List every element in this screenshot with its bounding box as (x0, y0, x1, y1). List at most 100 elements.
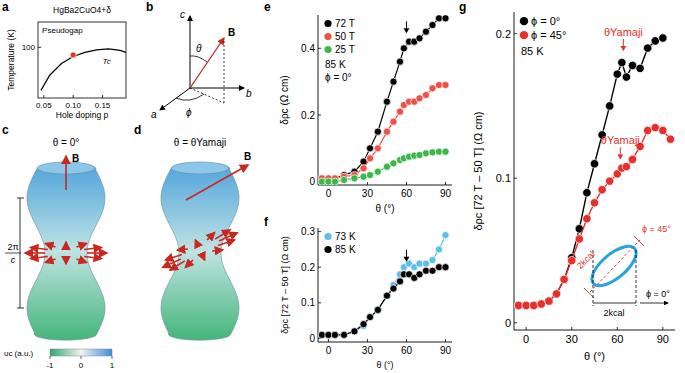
x-tick-label: 30 (566, 333, 578, 345)
data-point (435, 264, 442, 271)
data-point (422, 267, 429, 274)
data-point (429, 149, 436, 156)
velocity-arrow (77, 243, 87, 246)
velocity-arrow (65, 260, 67, 264)
data-point (340, 331, 347, 338)
y-tick-label: 0.2 (301, 262, 315, 273)
data-point (651, 123, 659, 131)
y-tick (318, 115, 321, 116)
legend-entry: 85 K (335, 244, 356, 255)
series-line (322, 85, 446, 178)
figure: abcdefg0.050.100.15100Hole doping pTempe… (0, 0, 685, 373)
y-tick-label: 0 (309, 333, 315, 344)
data-point (613, 70, 621, 78)
y-tick (514, 322, 517, 323)
data-point (552, 290, 560, 298)
velocity-arrow (87, 252, 107, 254)
data-point (583, 188, 591, 196)
x-axis-label: θ (°) (584, 350, 605, 362)
y-tick (318, 267, 321, 268)
data-point (416, 151, 423, 158)
data-point (383, 128, 390, 135)
data-point (622, 162, 630, 170)
data-point (351, 328, 358, 335)
label: b (246, 88, 252, 99)
chart: 030609000.20.4θ (°)δρc (Ω cm)72 T50 T25 … (279, 15, 452, 214)
y-tick (318, 48, 321, 49)
data-point (374, 306, 381, 313)
data-point (416, 35, 423, 42)
data-point (360, 173, 367, 180)
x-tick-label: 30 (362, 188, 374, 199)
velocity-arrow (30, 248, 47, 250)
velocity-arrow (30, 257, 47, 259)
colorbar (50, 349, 112, 356)
y-tick-label: 0.3 (301, 226, 315, 237)
data-point (530, 301, 538, 309)
velocity-arrow (212, 250, 223, 251)
data-point (429, 256, 436, 263)
y-tick (514, 178, 517, 179)
data-point (429, 267, 436, 274)
y-axis (514, 12, 515, 330)
data-point (366, 155, 373, 162)
panel-label: a (2, 0, 9, 14)
label: 2kcal (603, 308, 624, 318)
period-bracket (17, 198, 24, 199)
x-tick (102, 95, 103, 98)
data-point (325, 178, 332, 185)
colorbar-tick (81, 356, 82, 359)
chart: 0.050.100.15100Hole doping pTemperature … (6, 5, 126, 120)
x-tick (406, 182, 407, 185)
data-point (70, 52, 76, 58)
annotation-arrowhead (403, 28, 409, 33)
legend-marker (324, 246, 331, 253)
data-point (318, 331, 325, 338)
legend-entry: ϕ = 45° (531, 29, 566, 41)
data-point (374, 145, 381, 152)
inset-orbit (586, 239, 643, 292)
x-tick-label: 0.15 (95, 101, 111, 110)
panel-label: b (146, 0, 153, 14)
label: a (151, 109, 157, 120)
label: c (11, 255, 16, 265)
annotation: θYamaji (604, 26, 643, 38)
x-tick (367, 182, 368, 185)
projection (190, 88, 224, 103)
data-point (416, 95, 423, 102)
series-line (322, 235, 446, 335)
data-point (636, 64, 644, 72)
data-point (666, 135, 674, 143)
legend-marker (324, 20, 331, 27)
y-tick-label: 0.2 (301, 110, 315, 121)
data-point (422, 150, 429, 157)
axis-c (190, 16, 191, 88)
legend-marker (520, 17, 528, 25)
data-point (628, 155, 636, 163)
data-area (514, 34, 674, 310)
velocity-arrow (46, 259, 56, 262)
y-tick (318, 231, 321, 232)
inset-tick (584, 288, 594, 298)
velocity-arrow (25, 252, 45, 254)
annotation-arrowhead (617, 154, 623, 159)
x-tick-label: 0.05 (36, 101, 52, 110)
chart-title: HgBa2CuO4+δ (53, 5, 111, 15)
data-point (396, 58, 403, 65)
inset-diagonal (590, 240, 640, 292)
series-line (519, 38, 663, 305)
data-point (643, 126, 651, 134)
data-point (537, 300, 545, 308)
colorbar-tick-label: 1 (110, 361, 115, 370)
data-point (435, 81, 442, 88)
legend-entry: 25 T (335, 44, 355, 55)
x-tick (406, 339, 407, 342)
velocity-arrow (218, 240, 235, 246)
data-point (422, 91, 429, 98)
data-point (575, 235, 583, 243)
series-line (322, 267, 446, 335)
velocity-arrow (177, 249, 188, 250)
velocity-arrow (203, 256, 205, 260)
legend-entry: ϕ = 0° (531, 15, 560, 27)
data-point (537, 300, 545, 308)
